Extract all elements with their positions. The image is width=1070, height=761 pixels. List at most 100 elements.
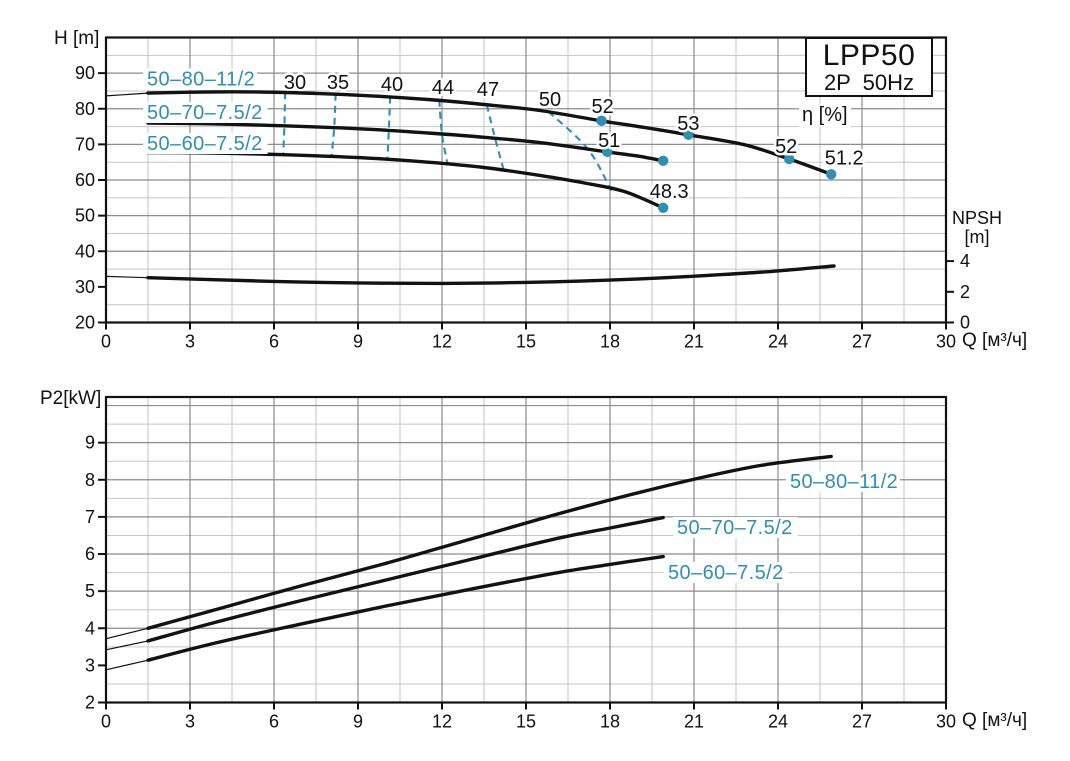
x-tick-label: 21 [684, 332, 704, 352]
series-label-bg [786, 471, 900, 492]
series-label: 50–70–7.5/2 [677, 517, 793, 539]
efficiency-dot-label: 53 [677, 113, 699, 135]
efficiency-value-label: 50 [539, 89, 561, 111]
x-tick-label: 18 [600, 332, 620, 352]
efficiency-dot [602, 146, 613, 158]
series-label: 50–60–7.5/2 [668, 562, 784, 584]
efficiency-iso-line [330, 93, 337, 158]
curve-NPSH [146, 264, 836, 286]
x-tick-label: 6 [269, 332, 279, 352]
efficiency-dot [658, 155, 669, 166]
series-label-bg [143, 133, 268, 154]
npsh-axis-title-text: NPSH [951, 208, 1002, 228]
x-tick-label: 15 [516, 332, 536, 352]
x-tick-label: 9 [353, 712, 363, 732]
x-tick-label: 6 [269, 712, 279, 732]
curve-50–70–7.5/2 [146, 515, 665, 643]
efficiency-value-label: 44 [432, 77, 454, 99]
y-tick-label: 2 [85, 693, 95, 713]
y-tick-label: 9 [85, 433, 95, 453]
x-tick-label: 21 [684, 712, 704, 732]
efficiency-axis-title: η [%] [799, 104, 851, 127]
efficiency-dot [784, 153, 795, 165]
pump-model-specs: 2P 50Hz [823, 70, 915, 95]
series-label: 50–80–11/2 [147, 69, 255, 91]
efficiency-dot [683, 129, 694, 140]
grid-major [106, 397, 946, 703]
y-tick-label: 90 [75, 63, 95, 83]
curve-50–80–11/2 [146, 454, 833, 630]
efficiency-dot [658, 202, 669, 213]
npsh-tick-label: 0 [960, 313, 970, 333]
chart-power-capacity: 0 3 6 9 12 15 18 21 24 27 30 2 3 4 5 6 7 8 9 50–80–11/2 50–7… [85, 395, 956, 732]
series-label: 50–70–7.5/2 [147, 102, 263, 124]
x-tick-label: 27 [852, 332, 872, 352]
y-tick-label: 70 [75, 134, 95, 154]
curve-lead-50–80–11/2 [105, 627, 149, 640]
efficiency-dot-label: 51.2 [825, 147, 864, 169]
y-tick-label: 40 [75, 241, 95, 261]
flow-axis-title-top: Q [м³/ч] [962, 330, 1028, 351]
curve-lead-50–70–7.5/2 [105, 640, 149, 651]
curve-lead-NPSH [105, 275, 149, 279]
npsh-axis-title: NPSH [m] [938, 209, 1016, 247]
efficiency-dot-label: 48.3 [650, 181, 689, 203]
curve-50–80–11/2 [146, 90, 833, 176]
x-tick-label: 0 [101, 332, 111, 352]
series-label-bg [143, 102, 268, 123]
efficiency-value-label: 40 [381, 74, 403, 96]
head-axis-title: H [m] [54, 28, 100, 49]
axis-ticks [98, 441, 947, 710]
efficiency-dot-label: 51 [598, 130, 620, 152]
efficiency-value-label: 47 [477, 79, 499, 101]
y-tick-label: 60 [75, 170, 95, 190]
y-tick-label: 6 [85, 544, 95, 564]
x-tick-label: 3 [185, 712, 195, 732]
efficiency-iso-line [282, 92, 287, 156]
y-tick-label: 4 [85, 618, 95, 638]
npsh-tick-label: 2 [960, 282, 970, 302]
curve-lead-50–80–11/2 [105, 92, 149, 97]
y-tick-label: 8 [85, 470, 95, 490]
efficiency-dot-label: 52 [591, 96, 613, 118]
series-label-bg [664, 562, 789, 583]
npsh-tick-label: 4 [960, 251, 970, 271]
efficiency-dot [596, 115, 607, 127]
pump-model-title-box: LPP50 2P 50Hz [805, 37, 933, 97]
axis-ticks [98, 72, 954, 330]
series-label-bg [143, 68, 257, 90]
x-tick-label: 24 [768, 332, 788, 352]
y-tick-label: 30 [75, 277, 95, 297]
x-tick-label: 12 [432, 332, 452, 352]
power-axis-title: P2[kW] [40, 388, 102, 409]
x-tick-label: 12 [432, 712, 452, 732]
curve-50–70–7.5/2 [146, 121, 665, 163]
efficiency-iso-line [386, 96, 392, 161]
x-tick-label: 9 [353, 332, 363, 352]
x-tick-label: 24 [768, 712, 788, 732]
flow-axis-title-bottom: Q [м³/ч] [962, 710, 1028, 731]
y-tick-label: 7 [85, 507, 95, 527]
y-tick-label: 80 [75, 99, 95, 119]
y-tick-label: 5 [85, 581, 95, 601]
x-tick-label: 0 [101, 712, 111, 732]
curve-lead-50–60–7.5/2 [105, 659, 149, 671]
y-tick-label: 20 [75, 313, 95, 333]
y-tick-label: 3 [85, 655, 95, 675]
y-tick-label: 50 [75, 206, 95, 226]
series-label-bg [673, 517, 798, 538]
curve-50–60–7.5/2 [146, 554, 665, 662]
efficiency-value-label: 35 [327, 72, 349, 94]
efficiency-value-label: 30 [284, 72, 306, 94]
x-tick-label: 15 [516, 712, 536, 732]
pump-model-name: LPP50 [822, 39, 916, 72]
series-label: 50–80–11/2 [790, 471, 898, 493]
series-label: 50–60–7.5/2 [147, 133, 263, 155]
x-tick-label: 30 [936, 712, 956, 732]
x-tick-label: 27 [852, 712, 872, 732]
efficiency-dot [826, 169, 837, 180]
npsh-axis-unit: [m] [964, 227, 990, 247]
